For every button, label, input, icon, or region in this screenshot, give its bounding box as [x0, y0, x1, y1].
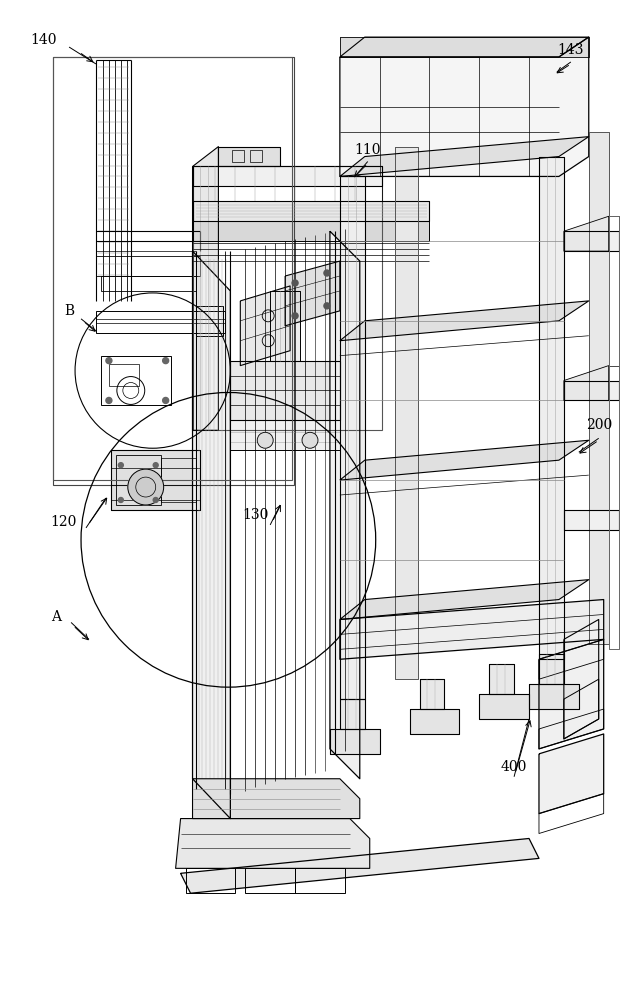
- Polygon shape: [539, 654, 564, 684]
- Polygon shape: [539, 639, 604, 749]
- Bar: [161, 458, 196, 502]
- Text: 130: 130: [242, 508, 268, 522]
- Bar: [295, 868, 345, 893]
- Circle shape: [324, 270, 330, 276]
- Circle shape: [106, 358, 112, 364]
- Polygon shape: [340, 301, 589, 341]
- Text: 120: 120: [50, 515, 76, 529]
- Polygon shape: [410, 709, 460, 734]
- Polygon shape: [330, 729, 379, 754]
- Polygon shape: [219, 147, 280, 166]
- Polygon shape: [181, 838, 539, 893]
- Polygon shape: [340, 580, 589, 619]
- Circle shape: [257, 432, 273, 448]
- Bar: [53, 57, 294, 485]
- Bar: [101, 356, 171, 405]
- Circle shape: [163, 397, 169, 403]
- Circle shape: [128, 469, 164, 505]
- Polygon shape: [564, 619, 599, 739]
- Circle shape: [292, 280, 298, 286]
- Polygon shape: [340, 37, 589, 57]
- Circle shape: [153, 498, 158, 502]
- Polygon shape: [394, 147, 417, 679]
- Polygon shape: [230, 420, 340, 450]
- Polygon shape: [420, 679, 445, 709]
- Bar: [101, 276, 196, 291]
- Bar: [53, 57, 292, 480]
- Polygon shape: [193, 779, 360, 819]
- Text: B: B: [64, 304, 74, 318]
- Circle shape: [302, 432, 318, 448]
- Bar: [196, 306, 224, 336]
- Circle shape: [119, 498, 124, 502]
- Circle shape: [119, 463, 124, 468]
- Polygon shape: [193, 201, 430, 221]
- Polygon shape: [589, 132, 609, 644]
- Polygon shape: [340, 176, 365, 699]
- Polygon shape: [340, 37, 589, 176]
- Text: 200: 200: [586, 418, 612, 432]
- Bar: [96, 311, 225, 333]
- Bar: [232, 150, 244, 162]
- Polygon shape: [564, 679, 599, 739]
- Polygon shape: [564, 216, 609, 251]
- Polygon shape: [340, 600, 604, 659]
- Circle shape: [292, 313, 298, 319]
- Polygon shape: [564, 231, 619, 251]
- Polygon shape: [285, 261, 340, 326]
- Polygon shape: [564, 366, 609, 400]
- Polygon shape: [340, 440, 589, 480]
- Circle shape: [106, 397, 112, 403]
- Polygon shape: [176, 819, 369, 868]
- Polygon shape: [193, 251, 230, 819]
- Text: 143: 143: [558, 43, 584, 57]
- Polygon shape: [330, 231, 360, 779]
- Bar: [186, 868, 235, 893]
- Bar: [193, 166, 382, 430]
- Polygon shape: [270, 291, 300, 361]
- Polygon shape: [539, 734, 604, 814]
- Polygon shape: [240, 286, 290, 366]
- Polygon shape: [193, 166, 382, 186]
- Text: 140: 140: [30, 33, 57, 47]
- Polygon shape: [340, 137, 589, 176]
- Polygon shape: [230, 361, 340, 420]
- Polygon shape: [529, 684, 579, 709]
- Bar: [116, 455, 161, 505]
- Polygon shape: [340, 699, 365, 729]
- Polygon shape: [489, 664, 514, 694]
- Polygon shape: [111, 450, 201, 510]
- Bar: [245, 868, 295, 893]
- Bar: [250, 150, 262, 162]
- Circle shape: [153, 463, 158, 468]
- Text: 110: 110: [355, 143, 381, 157]
- Polygon shape: [340, 37, 589, 57]
- Text: 400: 400: [501, 760, 527, 774]
- Circle shape: [163, 358, 169, 364]
- Circle shape: [324, 303, 330, 309]
- Polygon shape: [479, 694, 529, 719]
- Polygon shape: [193, 221, 430, 241]
- Polygon shape: [193, 147, 219, 430]
- Bar: [109, 364, 138, 386]
- Text: A: A: [51, 610, 61, 624]
- Polygon shape: [564, 510, 619, 530]
- Bar: [96, 256, 201, 276]
- Polygon shape: [539, 157, 564, 659]
- Polygon shape: [564, 381, 619, 400]
